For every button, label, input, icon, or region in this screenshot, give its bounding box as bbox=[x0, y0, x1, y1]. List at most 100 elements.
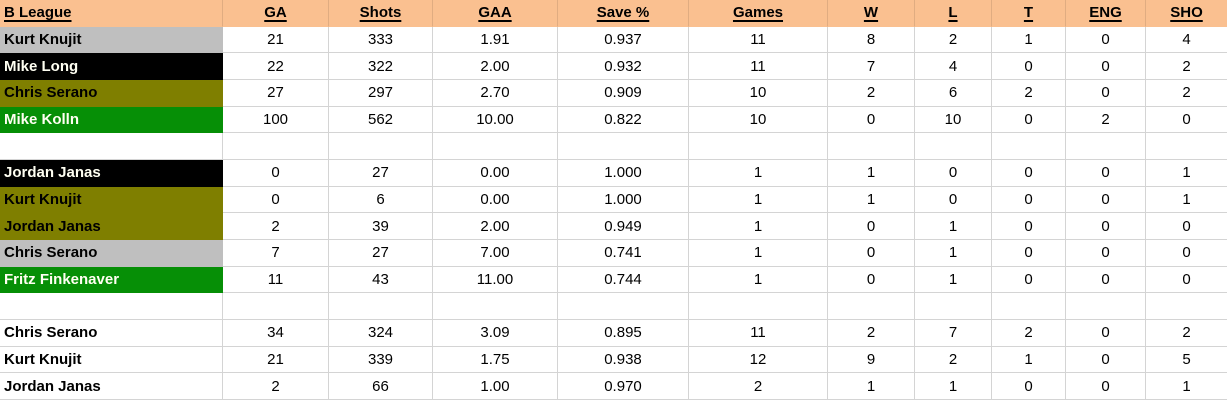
stat-cell[interactable]: 2 bbox=[1146, 53, 1227, 80]
player-name-cell[interactable]: Kurt Knujit bbox=[0, 26, 223, 54]
stat-cell[interactable]: 8 bbox=[828, 26, 915, 54]
stat-cell[interactable]: 0 bbox=[1066, 266, 1146, 294]
stat-cell[interactable]: 43 bbox=[329, 266, 433, 294]
col-header-ga[interactable]: GA bbox=[223, 0, 329, 27]
stat-cell[interactable]: 2.00 bbox=[433, 53, 558, 80]
empty-cell[interactable] bbox=[1066, 133, 1146, 160]
stat-cell[interactable]: 21 bbox=[223, 346, 329, 374]
stat-cell[interactable]: 0 bbox=[1066, 79, 1146, 107]
col-header-l[interactable]: L bbox=[915, 0, 992, 27]
stat-cell[interactable]: 1 bbox=[689, 186, 828, 214]
stat-cell[interactable]: 0 bbox=[1066, 239, 1146, 267]
col-header-w[interactable]: W bbox=[828, 0, 915, 27]
stat-cell[interactable]: 1 bbox=[992, 26, 1066, 54]
stat-cell[interactable]: 27 bbox=[329, 239, 433, 267]
empty-cell[interactable] bbox=[828, 293, 915, 320]
player-name-cell[interactable]: Mike Long bbox=[0, 53, 223, 80]
stat-cell[interactable]: 1 bbox=[915, 239, 992, 267]
stat-cell[interactable]: 10 bbox=[689, 106, 828, 134]
stat-cell[interactable]: 2 bbox=[689, 373, 828, 400]
stat-cell[interactable]: 5 bbox=[1146, 346, 1227, 374]
player-name-cell[interactable]: Jordan Janas bbox=[0, 373, 223, 400]
stat-cell[interactable]: 27 bbox=[223, 79, 329, 107]
stat-cell[interactable]: 1 bbox=[915, 373, 992, 400]
empty-cell[interactable] bbox=[329, 293, 433, 320]
col-header-sho[interactable]: SHO bbox=[1146, 0, 1227, 27]
stat-cell[interactable]: 2 bbox=[828, 319, 915, 347]
col-header-save[interactable]: Save % bbox=[558, 0, 689, 27]
stat-cell[interactable]: 322 bbox=[329, 53, 433, 80]
stat-cell[interactable]: 0 bbox=[992, 373, 1066, 400]
empty-cell[interactable] bbox=[223, 133, 329, 160]
stat-cell[interactable]: 0 bbox=[1066, 26, 1146, 54]
stat-cell[interactable]: 0 bbox=[1146, 106, 1227, 134]
stat-cell[interactable]: 0 bbox=[992, 53, 1066, 80]
stat-cell[interactable]: 0.970 bbox=[558, 373, 689, 400]
col-header-eng[interactable]: ENG bbox=[1066, 0, 1146, 27]
stat-cell[interactable]: 100 bbox=[223, 106, 329, 134]
stat-cell[interactable]: 1 bbox=[689, 213, 828, 240]
stat-cell[interactable]: 1.000 bbox=[558, 186, 689, 214]
stat-cell[interactable]: 0.949 bbox=[558, 213, 689, 240]
col-header-gaa[interactable]: GAA bbox=[433, 0, 558, 27]
empty-cell[interactable] bbox=[558, 293, 689, 320]
empty-cell[interactable] bbox=[689, 293, 828, 320]
stat-cell[interactable]: 0 bbox=[1066, 213, 1146, 240]
stat-cell[interactable]: 27 bbox=[329, 159, 433, 187]
stat-cell[interactable]: 0 bbox=[992, 266, 1066, 294]
empty-cell[interactable] bbox=[992, 133, 1066, 160]
player-name-cell[interactable]: Jordan Janas bbox=[0, 159, 223, 187]
empty-cell[interactable] bbox=[828, 133, 915, 160]
player-name-cell[interactable]: Jordan Janas bbox=[0, 213, 223, 240]
stat-cell[interactable]: 0 bbox=[828, 213, 915, 240]
stat-cell[interactable]: 2 bbox=[1146, 319, 1227, 347]
stat-cell[interactable]: 1.75 bbox=[433, 346, 558, 374]
stat-cell[interactable]: 11 bbox=[689, 319, 828, 347]
stat-cell[interactable]: 2 bbox=[1146, 79, 1227, 107]
stat-cell[interactable]: 0 bbox=[1066, 373, 1146, 400]
stat-cell[interactable]: 0 bbox=[1066, 159, 1146, 187]
empty-cell[interactable] bbox=[992, 293, 1066, 320]
stat-cell[interactable]: 1 bbox=[828, 373, 915, 400]
player-name-cell[interactable]: Fritz Finkenaver bbox=[0, 266, 223, 294]
stat-cell[interactable]: 0 bbox=[992, 159, 1066, 187]
stat-cell[interactable]: 10 bbox=[915, 106, 992, 134]
col-header-games[interactable]: Games bbox=[689, 0, 828, 27]
stat-cell[interactable]: 2 bbox=[992, 79, 1066, 107]
stat-cell[interactable]: 10 bbox=[689, 79, 828, 107]
stat-cell[interactable]: 2.00 bbox=[433, 213, 558, 240]
stat-cell[interactable]: 10.00 bbox=[433, 106, 558, 134]
player-name-cell[interactable]: Chris Serano bbox=[0, 79, 223, 107]
stat-cell[interactable]: 11.00 bbox=[433, 266, 558, 294]
stat-cell[interactable]: 1.91 bbox=[433, 26, 558, 54]
stat-cell[interactable]: 0.937 bbox=[558, 26, 689, 54]
stat-cell[interactable]: 7 bbox=[915, 319, 992, 347]
stat-cell[interactable]: 0 bbox=[828, 239, 915, 267]
stat-cell[interactable]: 1 bbox=[915, 213, 992, 240]
stat-cell[interactable]: 2 bbox=[223, 373, 329, 400]
empty-cell[interactable] bbox=[433, 133, 558, 160]
stat-cell[interactable]: 0 bbox=[828, 266, 915, 294]
player-name-cell[interactable]: Kurt Knujit bbox=[0, 346, 223, 374]
empty-cell[interactable] bbox=[1066, 293, 1146, 320]
stat-cell[interactable]: 0.744 bbox=[558, 266, 689, 294]
stat-cell[interactable]: 1.000 bbox=[558, 159, 689, 187]
stat-cell[interactable]: 2 bbox=[992, 319, 1066, 347]
stat-cell[interactable]: 2 bbox=[828, 79, 915, 107]
stat-cell[interactable]: 0.00 bbox=[433, 186, 558, 214]
stat-cell[interactable]: 0.00 bbox=[433, 159, 558, 187]
stat-cell[interactable]: 0 bbox=[1066, 319, 1146, 347]
stat-cell[interactable]: 7.00 bbox=[433, 239, 558, 267]
stat-cell[interactable]: 21 bbox=[223, 26, 329, 54]
stat-cell[interactable]: 34 bbox=[223, 319, 329, 347]
empty-cell[interactable] bbox=[329, 133, 433, 160]
empty-cell[interactable] bbox=[915, 133, 992, 160]
empty-cell[interactable] bbox=[689, 133, 828, 160]
stat-cell[interactable]: 12 bbox=[689, 346, 828, 374]
stat-cell[interactable]: 0 bbox=[992, 239, 1066, 267]
stat-cell[interactable]: 7 bbox=[223, 239, 329, 267]
player-name-cell[interactable]: Chris Serano bbox=[0, 239, 223, 267]
stat-cell[interactable]: 333 bbox=[329, 26, 433, 54]
stat-cell[interactable]: 39 bbox=[329, 213, 433, 240]
stat-cell[interactable]: 7 bbox=[828, 53, 915, 80]
